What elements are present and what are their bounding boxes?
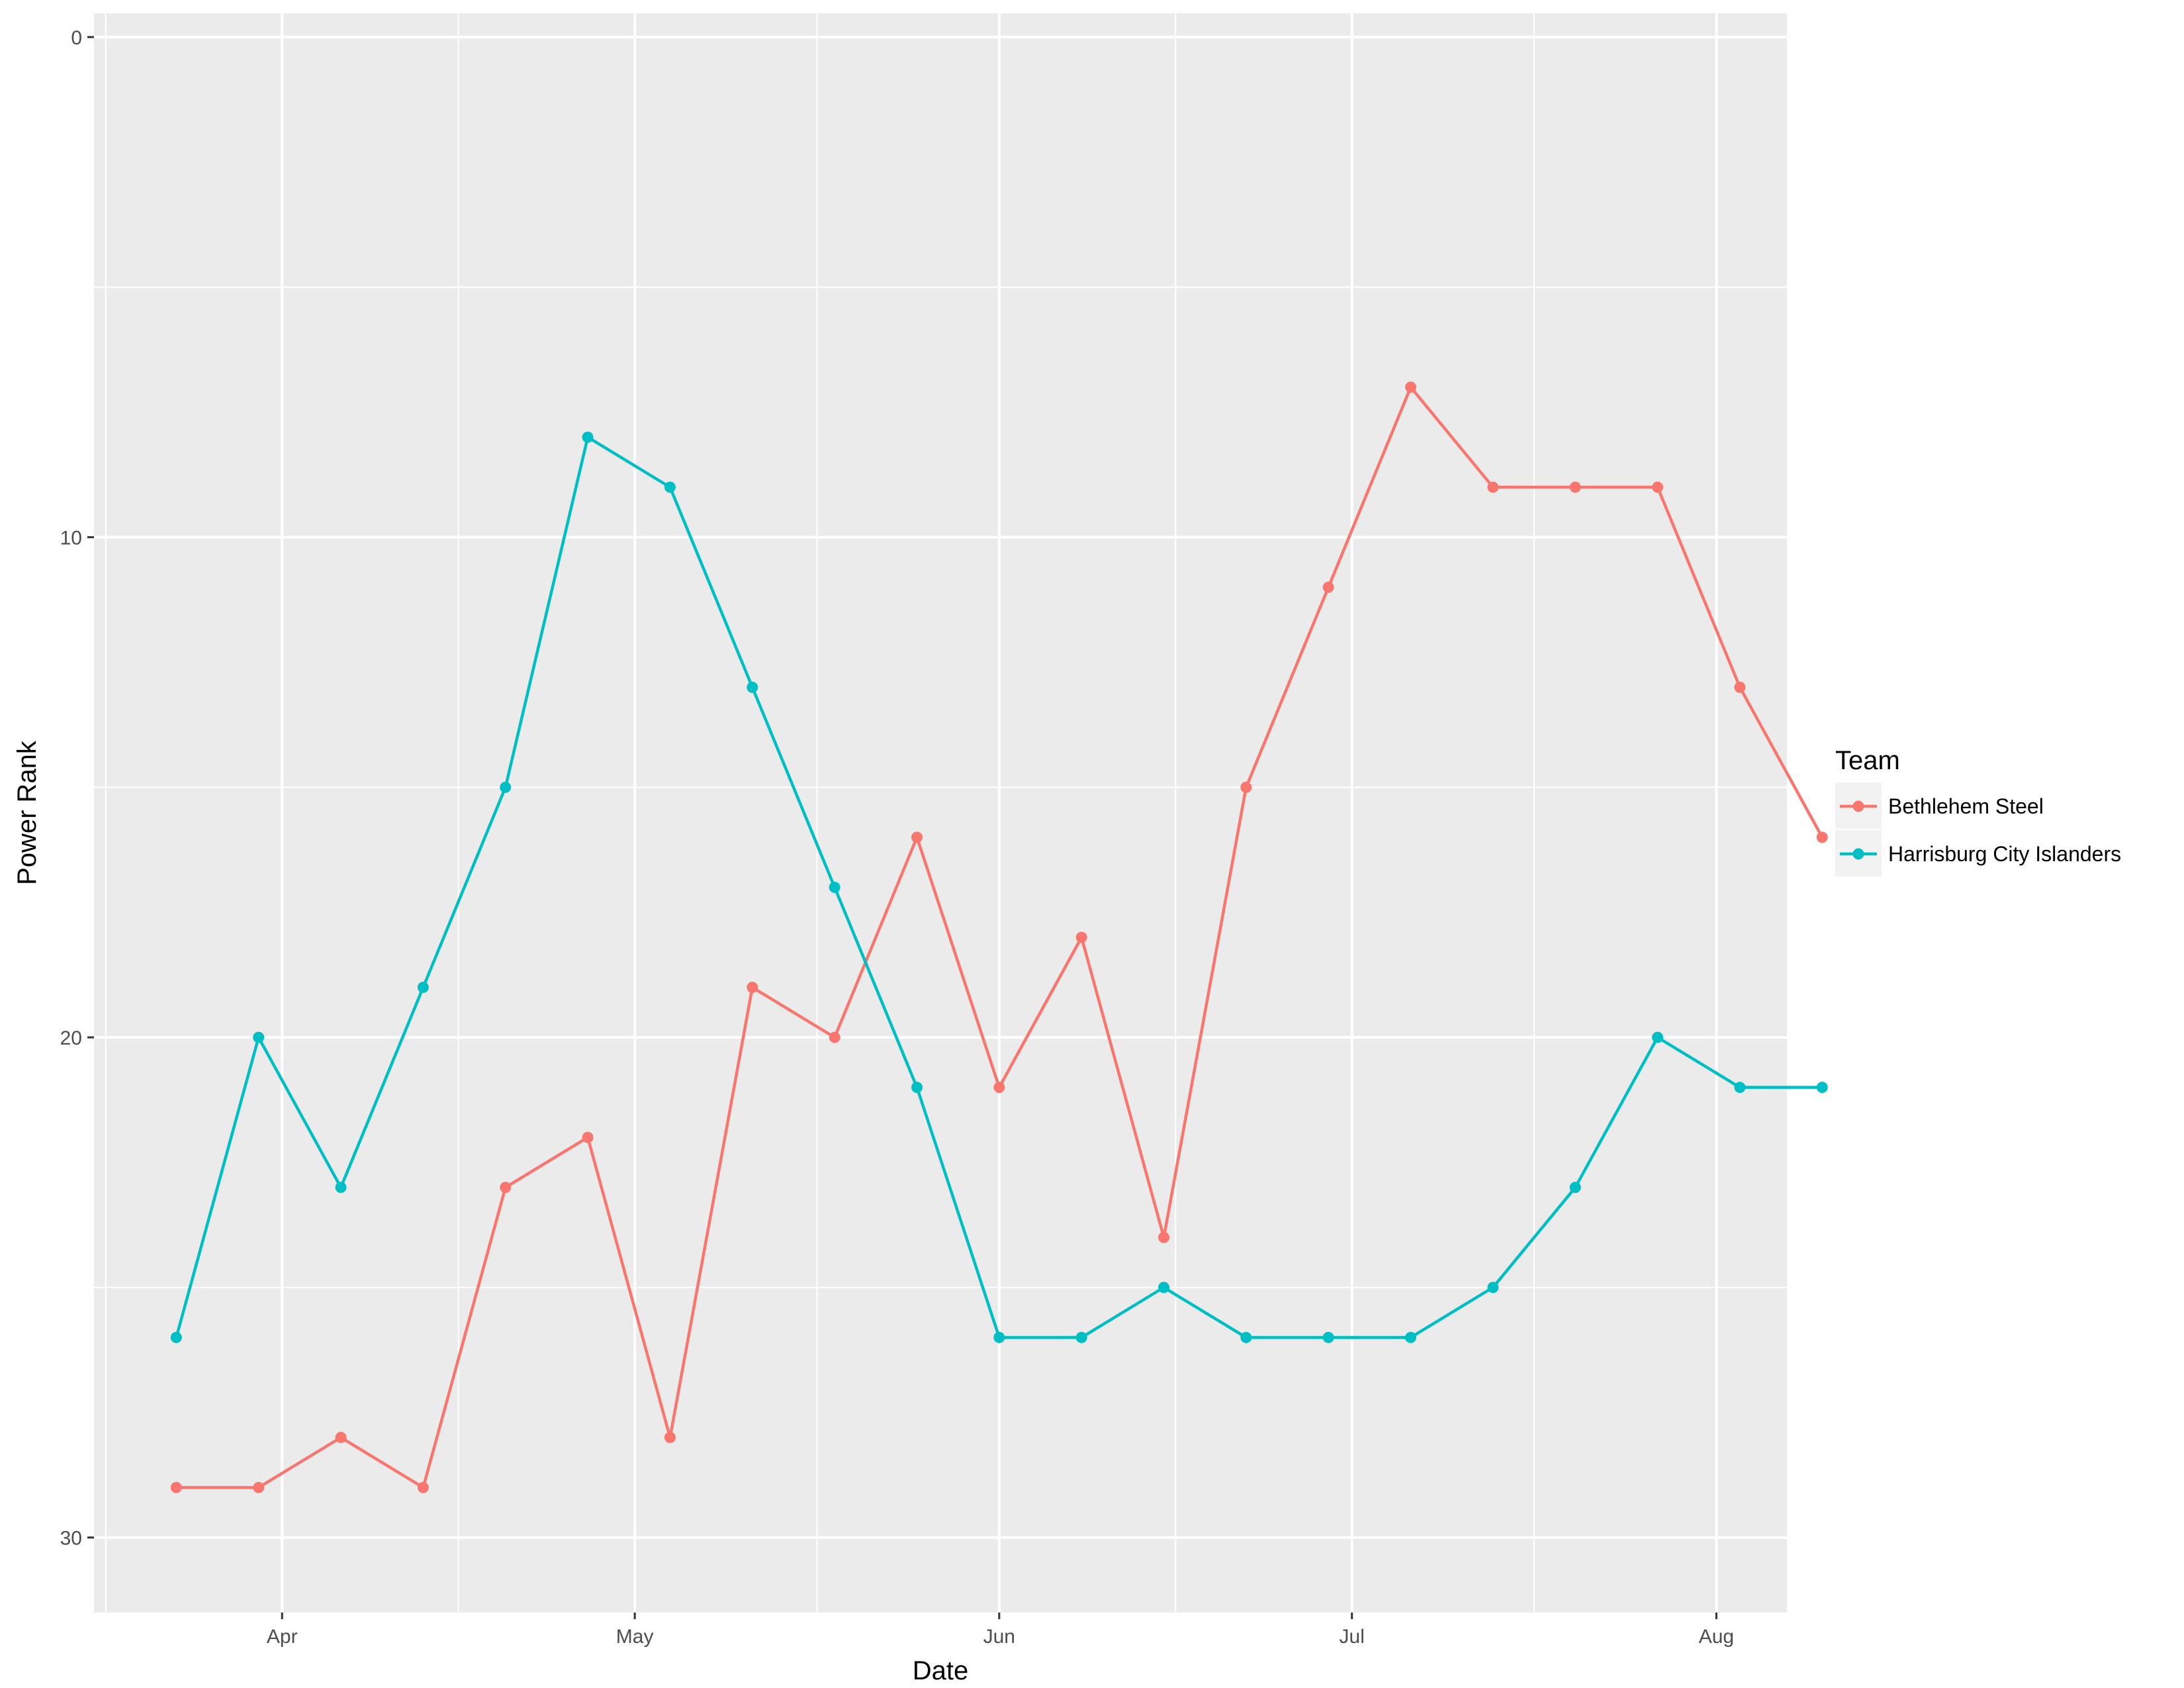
y-axis-title: Power Rank [13,740,42,885]
x-tick-label: Jun [983,1626,1015,1648]
series-point [1075,931,1087,943]
x-tick-label: Jul [1340,1626,1365,1648]
y-tick-label: 30 [60,1528,82,1550]
series-point [500,1182,512,1194]
series-point [1405,381,1417,393]
x-tick-label: Apr [267,1626,298,1648]
series-point [1487,1282,1499,1293]
legend-key-point [1852,800,1864,812]
y-tick-label: 0 [71,27,82,49]
series-point [1322,581,1334,593]
series-point [664,481,676,493]
series-point [1652,1031,1664,1043]
minor-gridlines [94,13,1787,1613]
y-tick-label: 20 [60,1027,82,1049]
series-point [993,1082,1005,1094]
series-point [1816,1082,1828,1094]
series-point [1322,1331,1334,1343]
x-tick-label: Aug [1699,1626,1734,1648]
legend-label: Bethlehem Steel [1888,794,2044,818]
series-point [170,1331,182,1343]
series-point [335,1432,347,1444]
series-point [335,1182,347,1194]
series-point [1734,681,1746,693]
x-axis-title: Date [913,1656,969,1685]
series-point [1569,1182,1581,1194]
series-point [829,1031,841,1043]
series-point [1075,1331,1087,1343]
series-point [582,1131,594,1143]
series-point [500,781,512,793]
series-point [253,1031,265,1043]
legend-key-point [1852,848,1864,860]
series-layer [170,381,1828,1493]
x-axis: Apr May Jun Jul Aug [267,1613,1734,1648]
series-point [1487,481,1499,493]
series-point [582,431,594,443]
plot-panel [94,13,1787,1613]
series-point [747,681,758,693]
series-point [417,1481,429,1493]
legend-label: Harrisburg City Islanders [1888,842,2121,866]
series-point [664,1432,676,1444]
y-axis: 0 10 20 30 [60,27,94,1550]
series-point [1405,1331,1417,1343]
series-point [1569,481,1581,493]
series-point [747,982,758,994]
series-point [1652,481,1664,493]
y-tick-label: 10 [60,528,82,549]
series-point [1158,1231,1170,1243]
series-point [1240,1331,1252,1343]
series-point [1816,831,1828,843]
major-gridlines [94,13,1787,1613]
series-point [417,982,429,994]
legend: Team Bethlehem Steel Harrisburg City Isla… [1835,746,2121,876]
series-point [1734,1082,1746,1094]
x-tick-label: May [616,1626,654,1648]
series-point [829,881,841,893]
series-point [1158,1282,1170,1293]
series-point [170,1481,182,1493]
series-point [911,1082,923,1094]
series-point [911,831,923,843]
series-point [1240,781,1252,793]
series-point [993,1331,1005,1343]
legend-title: Team [1835,746,1900,775]
series-point [253,1481,265,1493]
